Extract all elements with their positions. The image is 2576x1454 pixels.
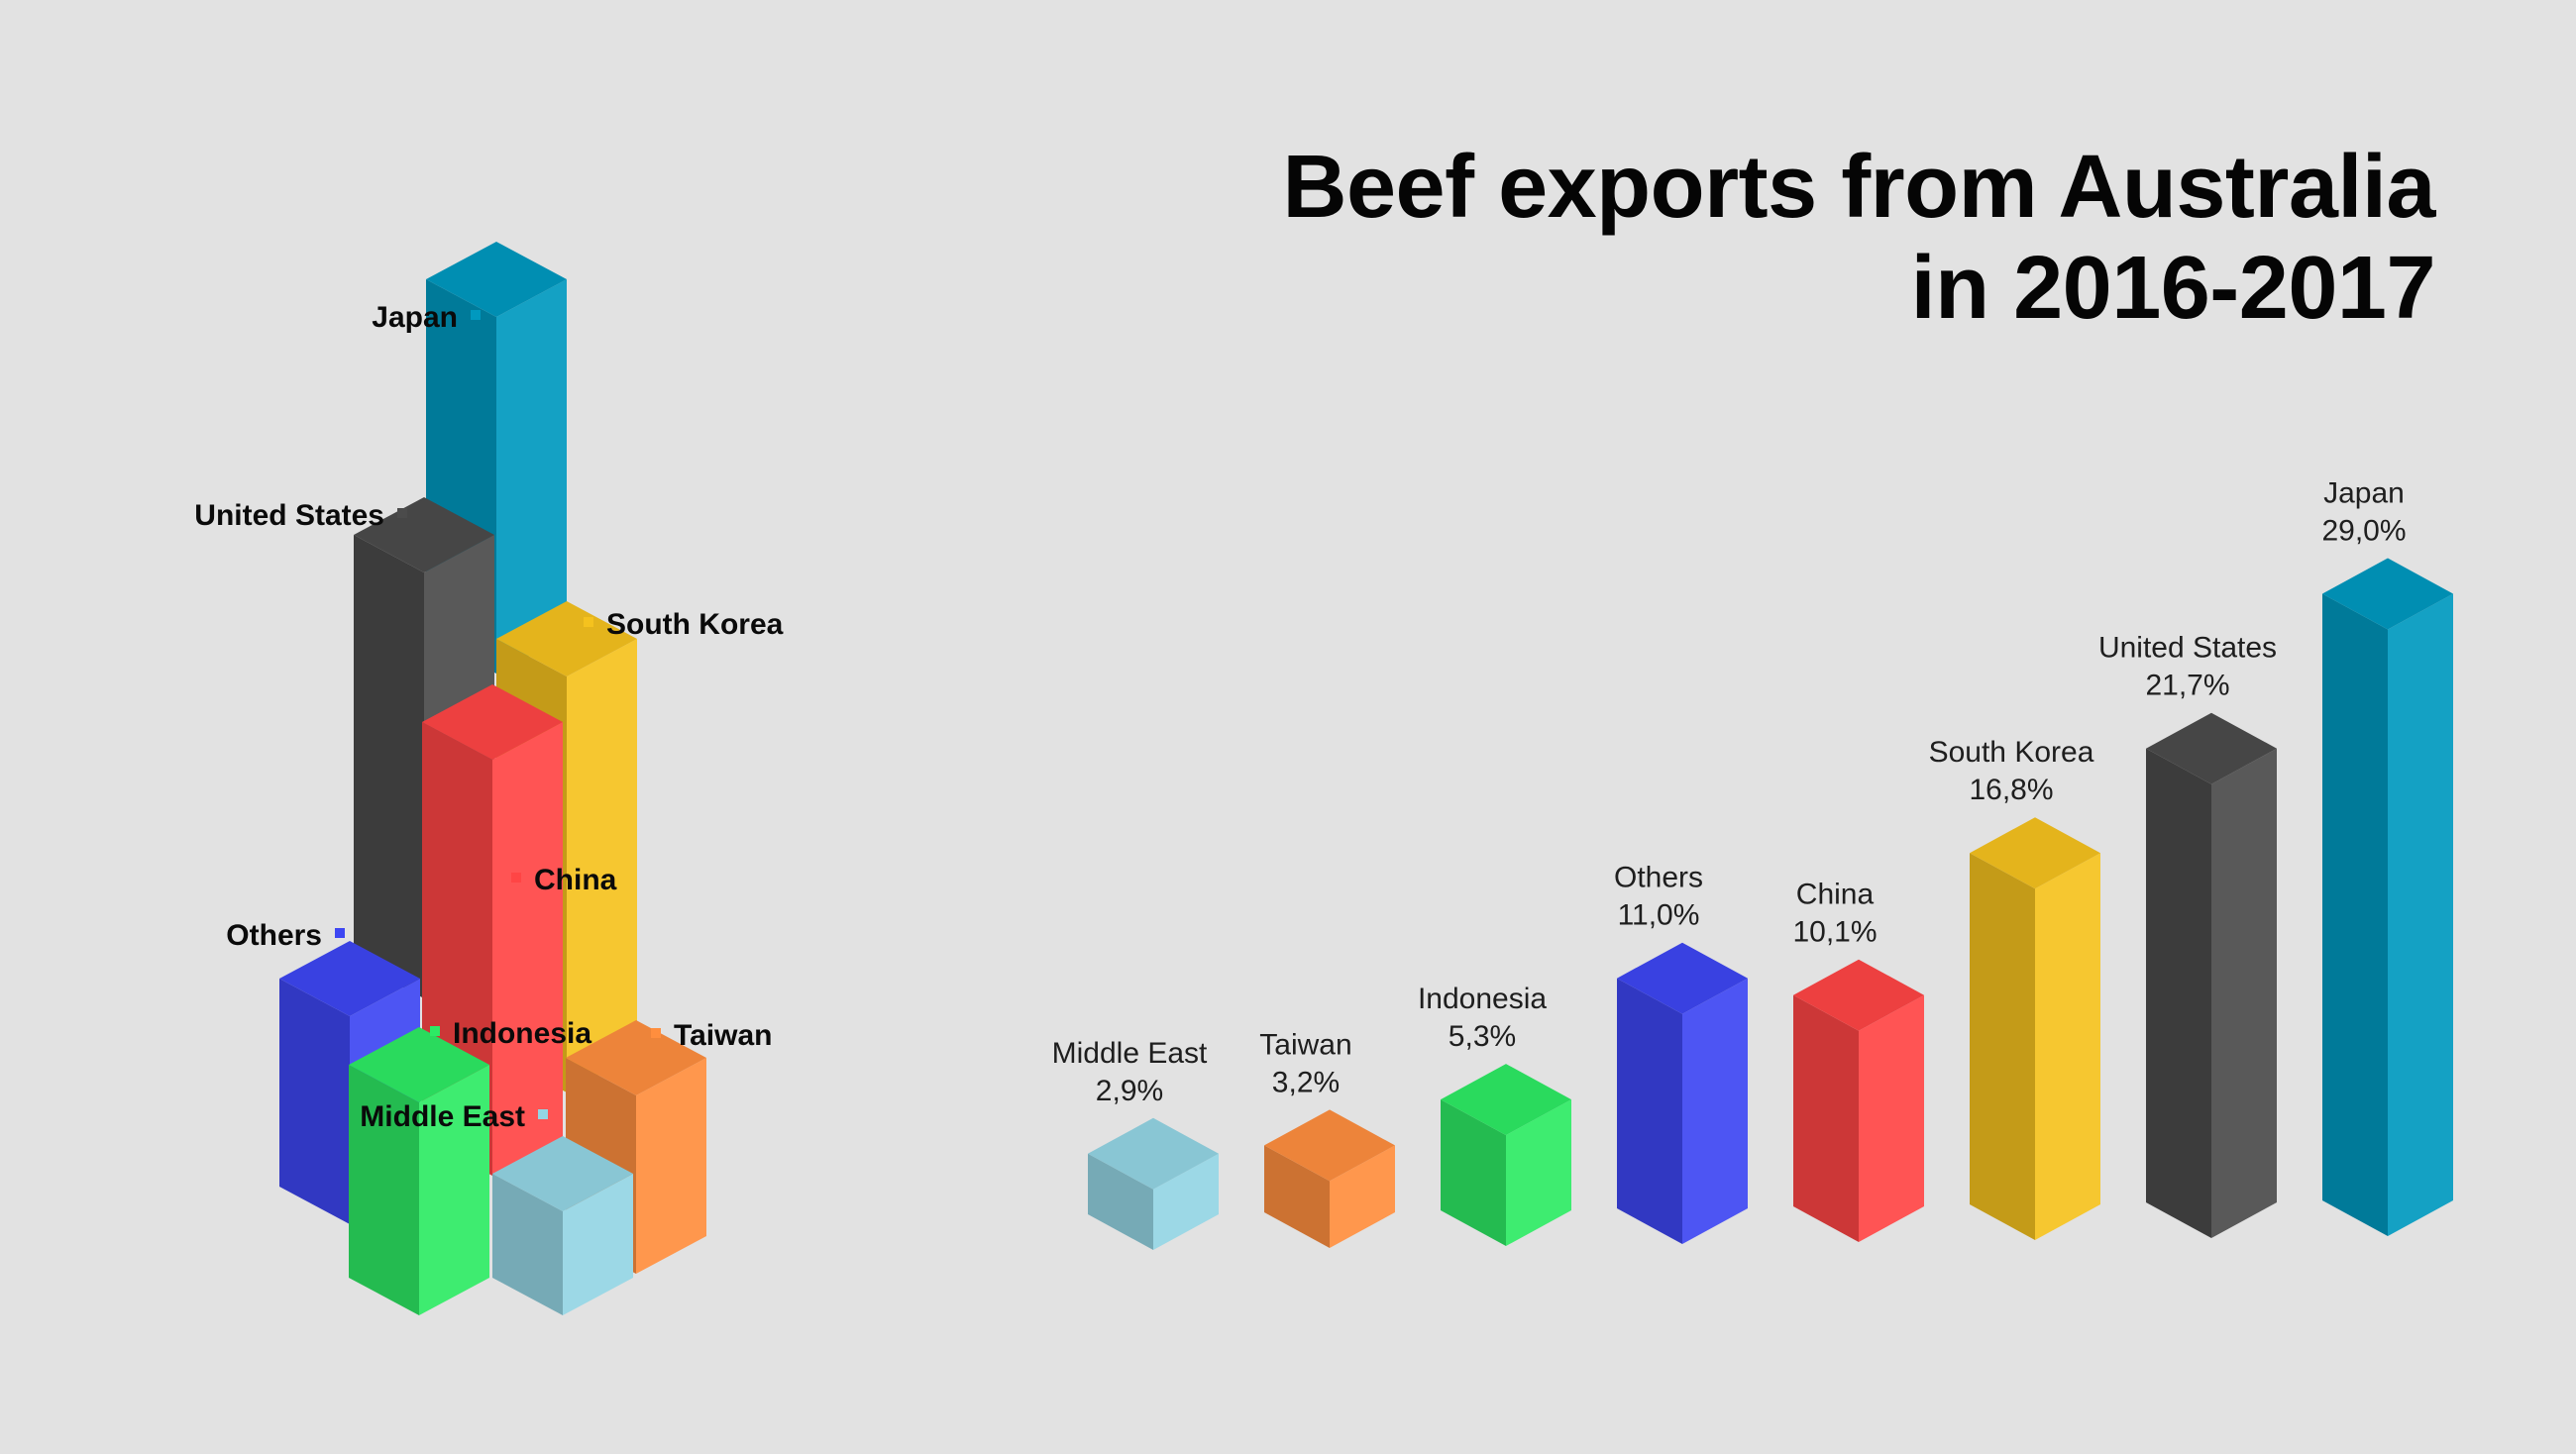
bar-united-states-top-face bbox=[2146, 712, 2277, 784]
ranked-bars: Middle East 2,9% Taiwan 3,2% Indonesia 5,3% Ot… bbox=[1052, 477, 2453, 1250]
value-label-south-korea: 16,8% bbox=[1969, 774, 2053, 806]
value-label-china: 10,1% bbox=[1792, 916, 1877, 949]
bar-taiwan-left-face bbox=[1264, 1145, 1330, 1248]
cluster-bar-taiwan-right-face bbox=[636, 1058, 706, 1274]
cluster-label-united-states: United States bbox=[194, 499, 384, 532]
cluster-bar-china-top-face bbox=[422, 684, 563, 760]
legend-marker-indonesia bbox=[430, 1026, 440, 1036]
legend-marker-middle-east bbox=[538, 1109, 548, 1119]
bar-japan-left-face bbox=[2322, 593, 2388, 1236]
title-line-2: in 2016-2017 bbox=[1910, 239, 2436, 338]
bar-taiwan-top-face bbox=[1264, 1109, 1395, 1182]
cluster-labels: Japan United States South Korea China Others… bbox=[194, 301, 783, 1133]
bar-middle-east-top-face bbox=[1088, 1117, 1219, 1190]
bar-middle-east bbox=[1088, 1117, 1219, 1250]
bar-label-japan: Japan bbox=[2323, 477, 2405, 510]
cluster-label-japan: Japan bbox=[372, 301, 458, 334]
bar-taiwan-right-face bbox=[1330, 1145, 1395, 1248]
cluster-bar-united-states-top-face bbox=[354, 497, 494, 572]
cluster-bar-united-states-left-face bbox=[354, 535, 424, 998]
bar-south-korea-top-face bbox=[1970, 817, 2100, 889]
legend-marker-japan bbox=[471, 310, 481, 320]
cluster-bar-indonesia bbox=[349, 1027, 489, 1315]
bar-japan-top-face bbox=[2322, 558, 2453, 630]
value-label-united-states: 21,7% bbox=[2145, 670, 2229, 702]
value-label-others: 11,0% bbox=[1618, 899, 1700, 932]
bar-label-indonesia: Indonesia bbox=[1418, 983, 1547, 1015]
bar-china bbox=[1793, 959, 1924, 1242]
cluster-bar-middle-east-top-face bbox=[492, 1136, 633, 1211]
bar-indonesia bbox=[1441, 1064, 1571, 1246]
bar-label-middle-east: Middle East bbox=[1052, 1037, 1208, 1070]
bar-others-right-face bbox=[1682, 978, 1748, 1244]
bar-china-top-face bbox=[1793, 959, 1924, 1031]
bar-label-south-korea: South Korea bbox=[1929, 736, 2094, 769]
bar-japan-right-face bbox=[2388, 593, 2453, 1236]
bar-others-top-face bbox=[1617, 942, 1748, 1014]
page-title: Beef exports from Australia in 2016-2017 bbox=[949, 137, 2436, 339]
bar-south-korea bbox=[1970, 817, 2100, 1240]
cluster-bar-middle-east-left-face bbox=[492, 1174, 563, 1315]
bar-united-states-right-face bbox=[2211, 748, 2277, 1238]
legend-marker-south-korea bbox=[584, 617, 593, 627]
value-label-indonesia: 5,3% bbox=[1449, 1020, 1516, 1053]
bar-taiwan bbox=[1264, 1109, 1395, 1248]
legend-marker-others bbox=[335, 928, 345, 938]
bar-indonesia-right-face bbox=[1506, 1099, 1571, 1246]
cluster-label-indonesia: Indonesia bbox=[453, 1017, 591, 1050]
bar-china-left-face bbox=[1793, 994, 1859, 1242]
bar-label-china: China bbox=[1796, 879, 1875, 911]
bar-south-korea-left-face bbox=[1970, 853, 2035, 1240]
bar-others-left-face bbox=[1617, 978, 1682, 1244]
cluster-bar-taiwan-top-face bbox=[566, 1020, 706, 1095]
bar-label-taiwan: Taiwan bbox=[1259, 1028, 1351, 1061]
value-label-middle-east: 2,9% bbox=[1096, 1075, 1163, 1107]
legend-marker-united-states bbox=[397, 508, 407, 518]
bar-indonesia-top-face bbox=[1441, 1064, 1571, 1136]
cluster-bar-middle-east-right-face bbox=[563, 1174, 633, 1315]
cluster-bar-middle-east bbox=[492, 1136, 633, 1315]
cluster-bar-indonesia-left-face bbox=[349, 1065, 419, 1315]
cluster-label-south-korea: South Korea bbox=[606, 608, 784, 641]
cluster-label-china: China bbox=[534, 864, 617, 896]
bar-united-states bbox=[2146, 712, 2277, 1238]
legend-marker-china bbox=[511, 873, 521, 883]
title-line-1: Beef exports from Australia bbox=[1282, 138, 2436, 237]
cluster-bar-japan-right-face bbox=[496, 279, 567, 674]
bar-others bbox=[1617, 942, 1748, 1244]
cluster-label-others: Others bbox=[226, 919, 322, 952]
bar-label-united-states: United States bbox=[2098, 632, 2277, 665]
bar-indonesia-left-face bbox=[1441, 1099, 1506, 1246]
bar-middle-east-left-face bbox=[1088, 1153, 1153, 1250]
cluster-bar-others-left-face bbox=[279, 979, 350, 1224]
cluster-bar-japan-top-face bbox=[426, 242, 567, 317]
cluster-bar-others-top-face bbox=[279, 941, 420, 1016]
cluster-bar-china-right-face bbox=[492, 722, 563, 1176]
cluster-bar-indonesia-top-face bbox=[349, 1027, 489, 1102]
cluster-bar-south-korea-top-face bbox=[496, 601, 637, 676]
legend-marker-taiwan bbox=[651, 1028, 661, 1038]
value-label-japan: 29,0% bbox=[2321, 515, 2406, 548]
stacked-cluster bbox=[279, 242, 706, 1315]
bar-china-right-face bbox=[1859, 994, 1924, 1242]
bar-south-korea-right-face bbox=[2035, 853, 2100, 1240]
bar-japan bbox=[2322, 558, 2453, 1236]
cluster-label-taiwan: Taiwan bbox=[674, 1019, 772, 1052]
cluster-bar-indonesia-right-face bbox=[419, 1065, 489, 1315]
bar-label-others: Others bbox=[1614, 862, 1703, 894]
cluster-label-middle-east: Middle East bbox=[360, 1100, 525, 1133]
value-label-taiwan: 3,2% bbox=[1272, 1066, 1340, 1098]
cluster-bar-south-korea-right-face bbox=[567, 639, 637, 1092]
bar-united-states-left-face bbox=[2146, 748, 2211, 1238]
bar-middle-east-right-face bbox=[1153, 1153, 1219, 1250]
